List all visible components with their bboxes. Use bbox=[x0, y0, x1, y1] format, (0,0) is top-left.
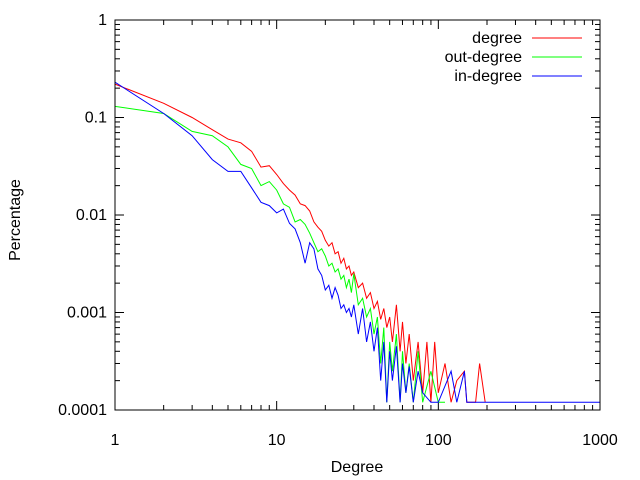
y-tick-label: 0.001 bbox=[67, 305, 107, 322]
series-line-in-degree bbox=[114, 81, 600, 403]
y-axis-title: Percentage bbox=[7, 179, 24, 261]
x-tick-label: 10 bbox=[268, 432, 286, 449]
legend-label-out-degree: out-degree bbox=[445, 49, 522, 66]
x-tick-label: 100 bbox=[425, 432, 452, 449]
y-tick-label: 1 bbox=[98, 12, 107, 29]
y-tick-label: 0.1 bbox=[85, 110, 107, 127]
plot-frame bbox=[114, 19, 601, 411]
y-tick-label: 0.0001 bbox=[58, 402, 107, 419]
legend: degree out-degree in-degree bbox=[445, 30, 582, 85]
x-tick-label: 1 bbox=[111, 432, 120, 449]
plot-series bbox=[114, 81, 600, 403]
legend-label-in-degree: in-degree bbox=[454, 68, 522, 85]
x-tick-label: 1000 bbox=[582, 432, 618, 449]
y-tick-label: 0.01 bbox=[76, 207, 107, 224]
tick-labels: 1 10 100 1000 0.0001 0.001 0.01 0.1 1 bbox=[58, 12, 618, 449]
legend-label-degree: degree bbox=[472, 30, 522, 47]
x-axis-title: Degree bbox=[331, 459, 384, 476]
